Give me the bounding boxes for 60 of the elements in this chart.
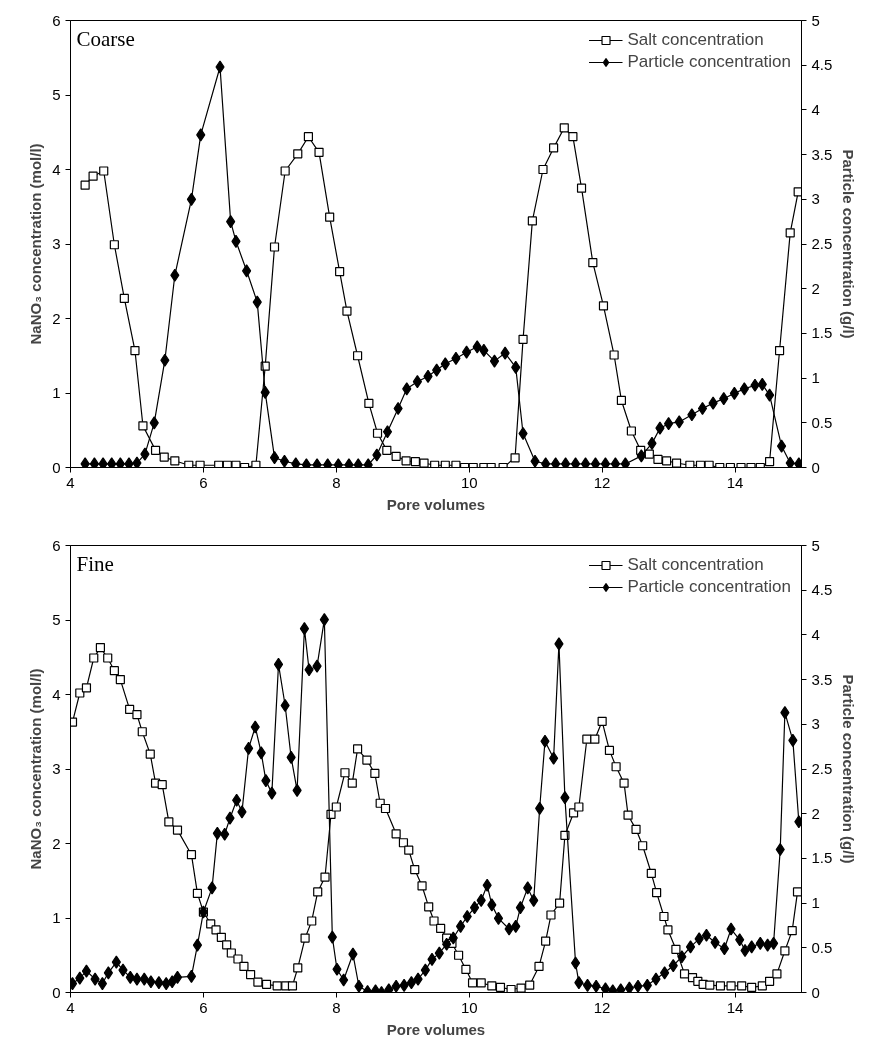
y2-tick-label: 1 — [811, 369, 820, 387]
chart-title: Coarse — [76, 26, 135, 51]
x-tick-label: 12 — [593, 473, 611, 491]
y2-tick-label: 2 — [811, 279, 820, 297]
y-tick-label: 3 — [52, 235, 61, 252]
x-tick-label: 4 — [66, 473, 75, 491]
x-tick-label: 10 — [460, 998, 478, 1016]
y-tick-label: 5 — [52, 611, 61, 628]
y-tick-label: 2 — [52, 834, 61, 852]
y2-tick-label: 1.5 — [811, 849, 833, 867]
x-tick-label: 8 — [332, 998, 341, 1016]
x-tick-label: 4 — [66, 998, 75, 1016]
y2-tick-label: 4 — [811, 100, 820, 118]
y-axis-title: NaNO₃ concentration (mol/l) — [27, 143, 45, 345]
y-tick-label: 0 — [52, 458, 61, 476]
y2-tick-label: 5 — [811, 536, 820, 554]
y2-tick-label: 3.5 — [811, 670, 833, 688]
y-tick-label: 6 — [52, 536, 61, 554]
y2-tick-label: 1 — [811, 894, 820, 912]
y2-tick-label: 0.5 — [811, 413, 833, 431]
y-tick-label: 6 — [52, 11, 61, 29]
y2-tick-label: 3 — [811, 190, 820, 208]
x-axis-title: Pore volumes — [386, 495, 486, 513]
x-tick-label: 6 — [199, 998, 208, 1016]
y-tick-label: 5 — [52, 86, 61, 103]
x-tick-label: 14 — [726, 473, 744, 491]
x-axis-title: Pore volumes — [386, 1020, 486, 1038]
y2-tick-label: 3.5 — [811, 145, 833, 163]
legend-label: Salt concentration — [627, 555, 764, 575]
y-tick-label: 3 — [52, 760, 61, 777]
legend-label: Particle concentration — [627, 577, 791, 597]
y2-tick-label: 1.5 — [811, 324, 833, 342]
y-tick-label: 2 — [52, 309, 61, 327]
y2-tick-label: 5 — [811, 11, 820, 29]
y2-tick-label: 0.5 — [811, 938, 833, 956]
legend-label: Salt concentration — [627, 30, 764, 50]
y2-tick-label: 4 — [811, 625, 820, 643]
y2-tick-label: 2.5 — [811, 235, 833, 252]
x-tick-label: 12 — [593, 998, 611, 1016]
y-tick-label: 4 — [52, 160, 61, 178]
y-tick-label: 1 — [52, 384, 61, 401]
legend-label: Particle concentration — [627, 52, 791, 72]
y-tick-label: 0 — [52, 983, 61, 1001]
y2-tick-label: 3 — [811, 715, 820, 733]
y-tick-label: 4 — [52, 685, 61, 703]
y2-tick-label: 0 — [811, 458, 820, 476]
y2-tick-label: 4.5 — [811, 56, 833, 74]
y2-tick-label: 2 — [811, 804, 820, 822]
x-tick-label: 10 — [460, 473, 478, 491]
y-axis-title: NaNO₃ concentration (mol/l) — [27, 668, 45, 870]
y-tick-label: 1 — [52, 909, 61, 926]
chart-title: Fine — [76, 551, 114, 576]
y2-tick-label: 0 — [811, 983, 820, 1001]
y2-axis-title: Particle concentration (g/l) — [840, 149, 858, 339]
x-tick-label: 6 — [199, 473, 208, 491]
x-tick-label: 14 — [726, 998, 744, 1016]
y2-tick-label: 2.5 — [811, 760, 833, 777]
y2-axis-title: Particle concentration (g/l) — [840, 674, 858, 864]
y2-tick-label: 4.5 — [811, 581, 833, 599]
x-tick-label: 8 — [332, 473, 341, 491]
